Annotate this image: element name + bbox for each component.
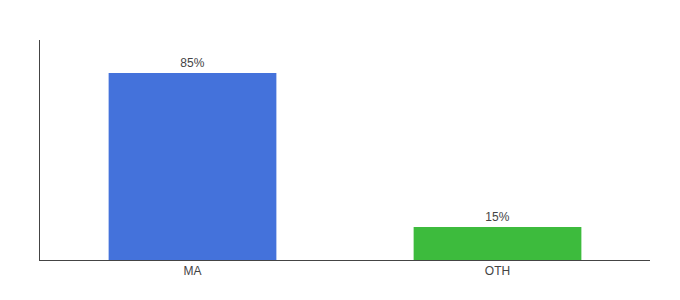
svg-text:15%: 15% [485,210,509,224]
svg-text:MA: MA [184,264,202,278]
svg-text:85%: 85% [180,56,204,70]
svg-text:OTH: OTH [485,264,510,278]
